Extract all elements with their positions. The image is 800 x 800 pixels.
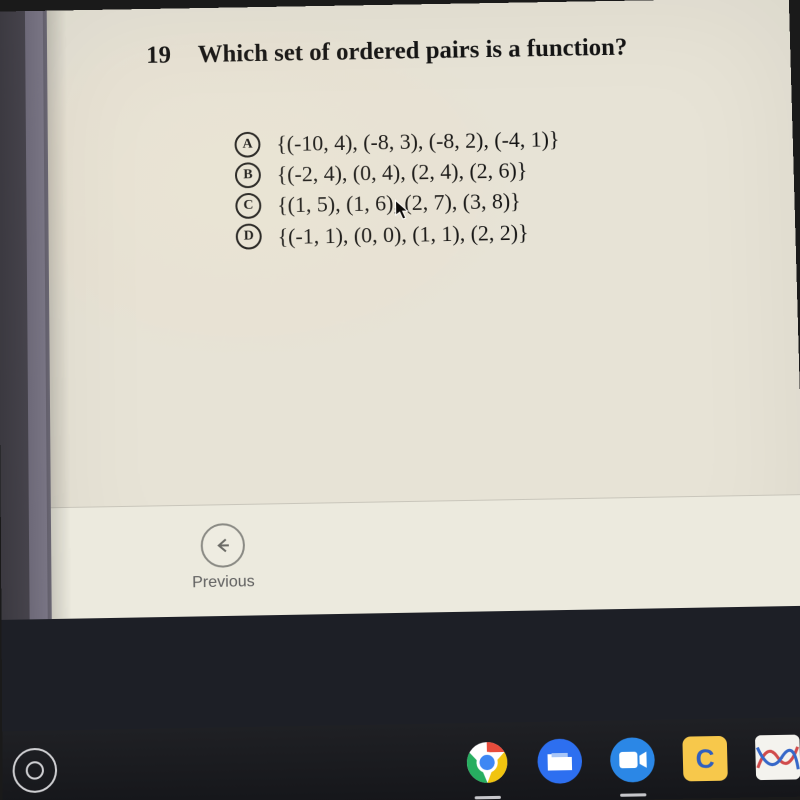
choice-marker-a[interactable]: A [234,131,260,157]
question-page: 19 Which set of ordered pairs is a funct… [47,0,800,619]
clever-letter: C [695,743,715,775]
question-prompt: Which set of ordered pairs is a function… [198,34,628,69]
choice-text-d: {(-1, 1), (0, 0), (1, 1), (2, 2)} [277,217,528,252]
desktop-area: 19 Which set of ordered pairs is a funct… [0,0,800,731]
chrome-app-icon[interactable] [464,740,509,786]
page-nav-bar: Previous [51,494,800,619]
chromeos-shelf: C [2,717,800,800]
previous-label: Previous [192,573,255,592]
launcher-button[interactable] [12,748,57,794]
laptop-screen: 19 Which set of ordered pairs is a funct… [0,0,800,800]
question-number: 19 [146,42,180,70]
clever-app-icon[interactable]: C [682,736,728,782]
previous-arrow-icon [201,523,246,568]
active-indicator [475,796,501,800]
choice-marker-b[interactable]: B [235,162,261,188]
previous-button[interactable]: Previous [191,523,254,593]
question-header: 19 Which set of ordered pairs is a funct… [146,32,731,70]
choice-marker-c[interactable]: C [235,193,261,219]
launcher-icon [26,761,44,780]
question-block: 19 Which set of ordered pairs is a funct… [146,32,736,254]
zoom-app-icon[interactable] [610,737,655,783]
app-sidebar [0,11,52,620]
choice-text-a: {(-10, 4), (-8, 3), (-8, 2), (-4, 1)} [276,124,560,160]
active-indicator [620,793,646,797]
choice-text-b: {(-2, 4), (0, 4), (2, 4), (2, 6)} [277,155,528,190]
shelf-spacer [85,763,436,769]
desmos-app-icon[interactable] [755,735,800,781]
answer-choices: A {(-10, 4), (-8, 3), (-8, 2), (-4, 1)} … [234,121,736,253]
files-app-icon[interactable] [537,738,582,784]
choice-marker-d[interactable]: D [236,224,262,250]
choice-text-c: {(1, 5), (1, 6), (2, 7), (3, 8)} [277,186,521,221]
